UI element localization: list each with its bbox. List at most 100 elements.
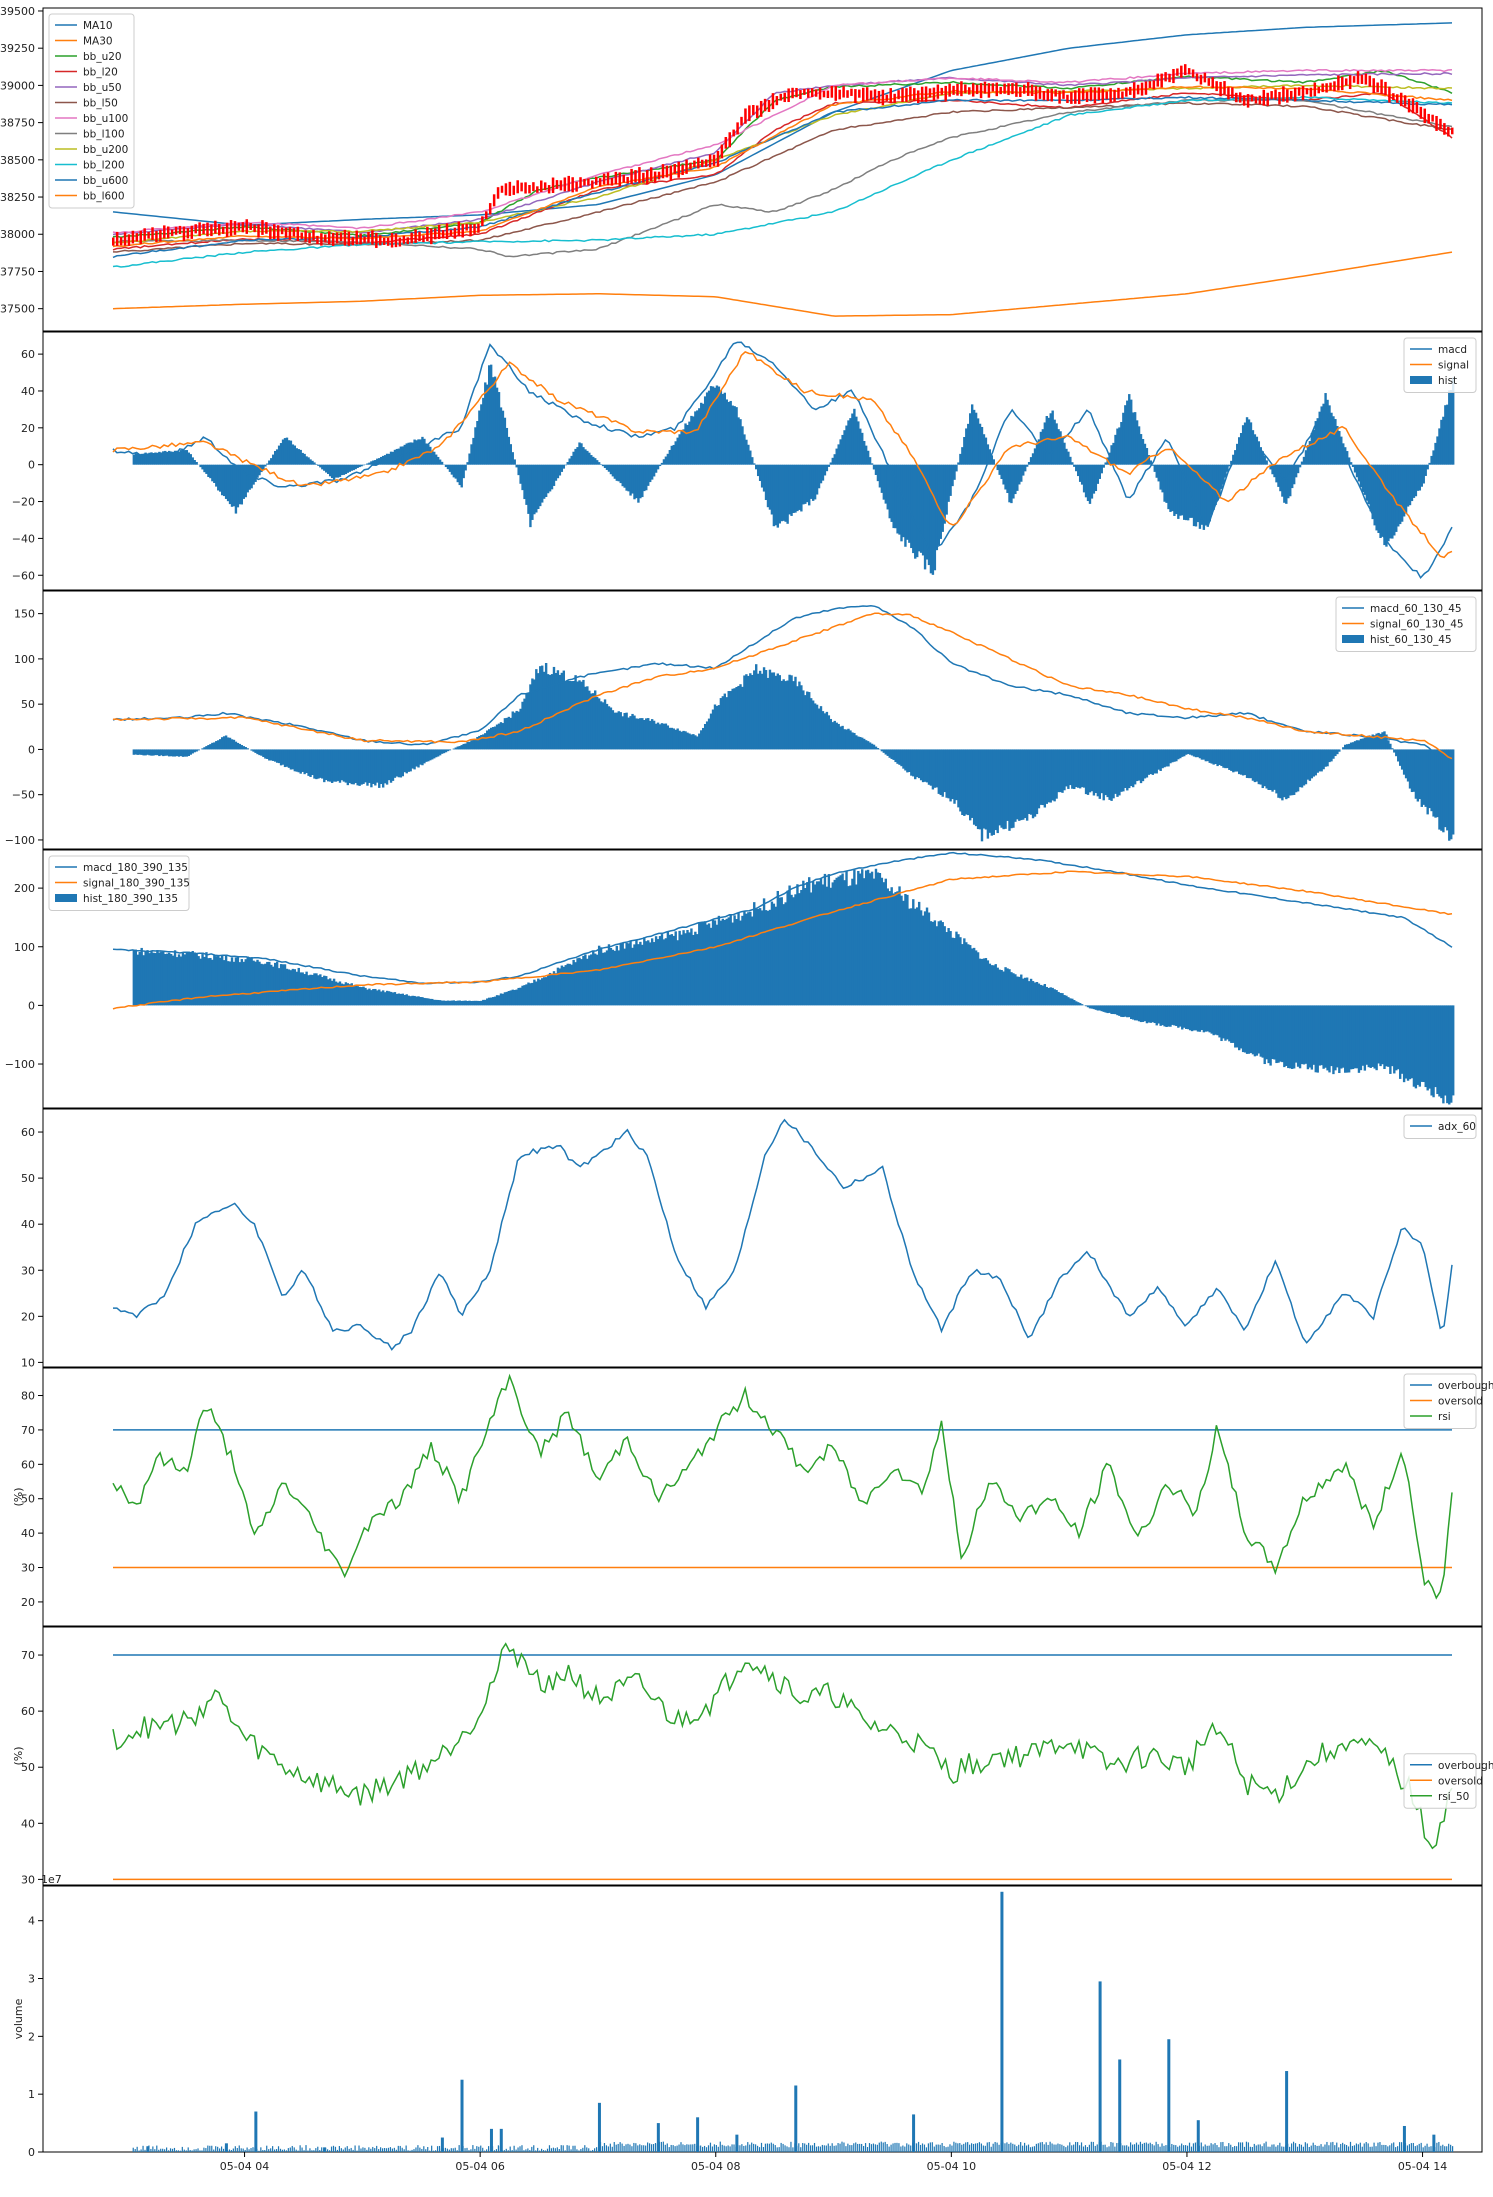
volume-bar [168, 2150, 169, 2152]
legend: macd_180_390_135signal_180_390_135hist_1… [49, 856, 190, 911]
volume-bar [1334, 2145, 1335, 2152]
volume-bar [702, 2147, 703, 2152]
volume-bar [402, 2148, 403, 2152]
volume-bar [1008, 2144, 1009, 2152]
candle [1255, 97, 1258, 104]
x-tick-label: 05-04 06 [455, 2160, 504, 2173]
candle [430, 229, 433, 245]
hist-bar [247, 748, 249, 749]
volume-bar [965, 2142, 966, 2152]
legend-label: rsi_50 [1438, 1791, 1469, 1803]
volume-bar [158, 2150, 159, 2152]
volume-bar [1216, 2145, 1217, 2152]
volume-bar [1275, 2147, 1276, 2152]
hist-bar [659, 465, 661, 466]
volume-bar [525, 2149, 526, 2152]
volume-bar [1375, 2146, 1376, 2152]
volume-bar [321, 2147, 322, 2152]
candle [913, 88, 916, 101]
volume-bar [547, 2149, 548, 2152]
hist-bar [1265, 460, 1267, 464]
candle [1353, 76, 1356, 83]
volume-bar [1067, 2146, 1068, 2152]
volume-bar [1413, 2143, 1414, 2152]
volume-spike-bar [254, 2112, 257, 2152]
volume-bar [570, 2149, 571, 2152]
candle [1235, 93, 1238, 102]
volume-bar [836, 2145, 837, 2152]
candle [842, 86, 845, 97]
legend-label: bb_l200 [83, 160, 125, 172]
candle [783, 93, 786, 102]
y-tick-label: 2 [28, 2030, 35, 2043]
volume-bar [983, 2145, 984, 2152]
candle [179, 226, 182, 234]
volume-bar [684, 2145, 685, 2152]
volume-bar [237, 2148, 238, 2152]
y-tick-label: 3 [28, 1973, 35, 1986]
candle [1137, 85, 1140, 95]
volume-bar [993, 2144, 994, 2152]
candle [1070, 92, 1073, 104]
volume-bar [934, 2147, 935, 2152]
candle [838, 90, 841, 100]
candle [1192, 69, 1195, 77]
y-tick-label: 100 [14, 653, 35, 666]
volume-bar [565, 2150, 566, 2152]
volume-bar [627, 2144, 628, 2152]
volume-spike-bar [1167, 2039, 1170, 2152]
candle [1200, 75, 1203, 85]
candle [713, 155, 716, 166]
candle [352, 237, 355, 246]
volume-bar [327, 2149, 328, 2152]
volume-bar [1089, 2145, 1090, 2152]
candle [426, 227, 429, 241]
candle [403, 236, 406, 244]
volume-bar [451, 2148, 452, 2152]
volume-bar [398, 2146, 399, 2152]
volume-bar [704, 2146, 705, 2152]
volume-bar [1140, 2142, 1141, 2152]
candle [941, 88, 944, 95]
volume-bar [494, 2150, 495, 2152]
candle [1082, 88, 1085, 100]
candle [768, 100, 771, 112]
volume-spike-bar [490, 2129, 493, 2152]
legend-label: overbought [1438, 1760, 1493, 1772]
volume-bar [690, 2144, 691, 2152]
volume-bar [551, 2148, 552, 2152]
candle [858, 90, 861, 98]
volume-bar [1057, 2144, 1058, 2152]
y-tick-label: 40 [21, 385, 35, 398]
candle [442, 230, 445, 238]
volume-bar [296, 2150, 297, 2152]
volume-bar [1362, 2147, 1363, 2152]
candle [854, 89, 857, 103]
candle [124, 232, 127, 245]
volume-bar [792, 2147, 793, 2152]
hist-bar [514, 459, 516, 464]
volume-spike-bar [1403, 2126, 1406, 2152]
candle [972, 83, 975, 96]
volume-bar [594, 2148, 595, 2152]
volume-bar [276, 2149, 277, 2152]
volume-bar [1171, 2144, 1172, 2152]
candle [1074, 90, 1077, 103]
volume-bar [824, 2145, 825, 2152]
candle [948, 84, 951, 97]
volume-spike-bar [225, 2143, 228, 2152]
volume-bar [1370, 2147, 1371, 2152]
volume-bar [814, 2143, 815, 2152]
y-tick-label: 38750 [0, 117, 35, 130]
candle [1424, 109, 1427, 124]
volume-bar [394, 2148, 395, 2152]
y-tick-label: 10 [21, 1356, 35, 1369]
candle [485, 211, 488, 219]
candle [1011, 83, 1014, 94]
volume-bar [1332, 2142, 1333, 2152]
volume-bar [1428, 2147, 1429, 2152]
volume-bar [820, 2147, 821, 2152]
volume-bar [1220, 2142, 1221, 2152]
volume-bar [1250, 2147, 1251, 2152]
volume-bar [1181, 2144, 1182, 2152]
